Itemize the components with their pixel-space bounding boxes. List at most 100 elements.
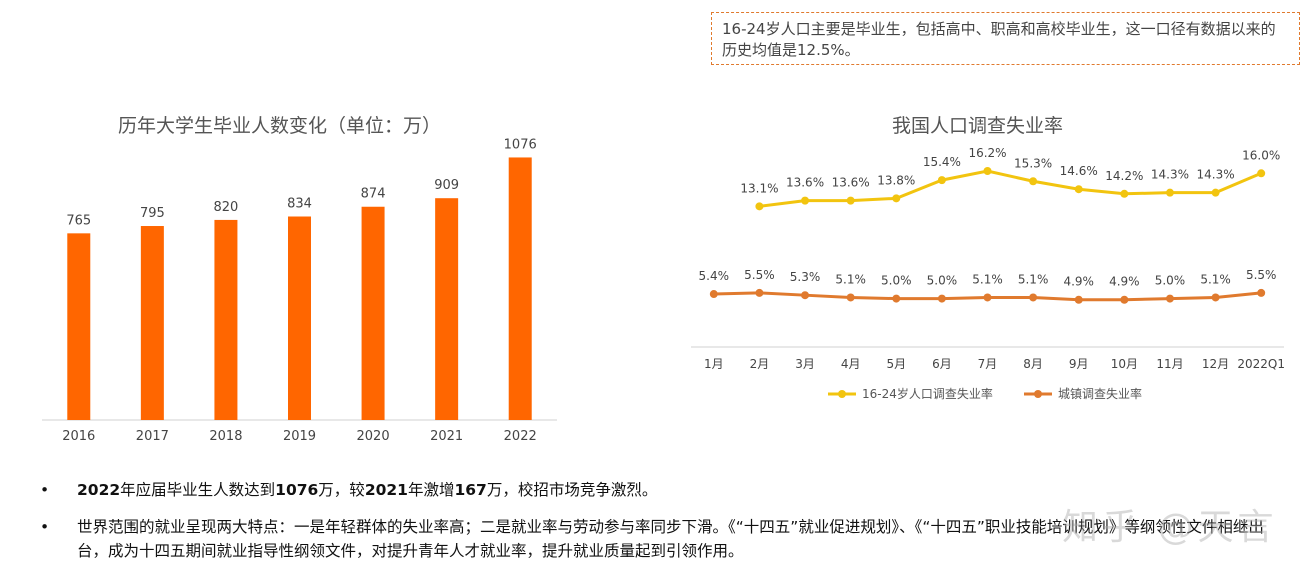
data-point bbox=[892, 194, 901, 203]
note-box: 16-24岁人口主要是毕业生，包括高中、职高和高校毕业生，这一口径有数据以来的历… bbox=[711, 12, 1300, 65]
data-point bbox=[892, 294, 901, 303]
data-point bbox=[1074, 185, 1083, 194]
data-point bbox=[846, 293, 855, 302]
data-point bbox=[983, 293, 992, 302]
data-label: 13.8% bbox=[877, 173, 915, 187]
bullet-dot: • bbox=[40, 518, 50, 536]
data-label: 5.0% bbox=[1155, 274, 1186, 288]
data-point bbox=[1257, 288, 1266, 297]
bullet-fragment: 万，校招市场竞争激烈。 bbox=[486, 481, 658, 499]
data-point bbox=[709, 290, 718, 299]
data-point bbox=[1074, 295, 1083, 304]
legend-label: 16-24岁人口调查失业率 bbox=[862, 386, 993, 401]
bullet-item-1: • 2022年应届毕业生人数达到1076万，较2021年激增167万，校招市场竞… bbox=[40, 478, 1290, 502]
bullet-text: 世界范围的就业呈现两大特点：一是年轻群体的失业率高；二是就业率与劳动参与率同步下… bbox=[77, 518, 1264, 560]
bullet-item-2: • 世界范围的就业呈现两大特点：一是年轻群体的失业率高；二是就业率与劳动参与率同… bbox=[40, 515, 1290, 563]
data-label: 13.6% bbox=[832, 176, 870, 190]
data-label: 5.5% bbox=[1246, 268, 1277, 282]
bar bbox=[435, 198, 459, 420]
watermark: 知乎 @天言 bbox=[1062, 507, 1278, 548]
bullet-fragment: 年激增 bbox=[407, 481, 455, 499]
x-tick-label: 2021 bbox=[430, 429, 463, 444]
x-tick-label: 2019 bbox=[283, 429, 316, 444]
data-label: 5.1% bbox=[972, 272, 1003, 286]
data-label: 4.9% bbox=[1063, 275, 1094, 289]
bar bbox=[288, 216, 311, 420]
bullet-text: 2022年应届毕业生人数达到1076万，较2021年激增167万，校招市场竞争激… bbox=[77, 481, 657, 499]
bar bbox=[361, 206, 385, 420]
line-chart-title: 我国人口调查失业率 bbox=[892, 115, 1064, 137]
data-label: 13.1% bbox=[740, 181, 778, 195]
bar bbox=[508, 157, 532, 420]
x-tick-label: 9月 bbox=[1069, 357, 1089, 371]
series-line bbox=[759, 169, 1262, 208]
data-point bbox=[1211, 293, 1220, 302]
x-tick-label: 2月 bbox=[750, 357, 770, 371]
bar-value-label: 834 bbox=[287, 197, 312, 212]
x-tick-label: 1月 bbox=[704, 357, 724, 371]
x-tick-label: 5月 bbox=[886, 357, 906, 371]
bar-chart-title: 历年大学生毕业人数变化（单位：万） bbox=[118, 115, 442, 137]
bar bbox=[67, 233, 91, 420]
x-tick-label: 2018 bbox=[209, 429, 242, 444]
x-tick-label: 12月 bbox=[1202, 357, 1229, 371]
x-tick-label: 7月 bbox=[978, 357, 998, 371]
data-point bbox=[801, 291, 810, 300]
data-point bbox=[1257, 169, 1266, 178]
data-point bbox=[937, 176, 946, 185]
legend-swatch-marker bbox=[838, 390, 846, 398]
data-point bbox=[755, 288, 764, 297]
bar bbox=[214, 219, 238, 420]
data-point bbox=[1165, 294, 1174, 303]
data-label: 5.1% bbox=[1018, 272, 1049, 286]
bar-value-label: 820 bbox=[214, 200, 239, 215]
data-point bbox=[937, 294, 946, 303]
bullet-emphasis: 1076 bbox=[275, 481, 319, 499]
data-label: 14.6% bbox=[1060, 164, 1098, 178]
legend-swatch-marker bbox=[1034, 390, 1042, 398]
data-label: 5.1% bbox=[835, 272, 866, 286]
bullet-emphasis: 2021 bbox=[364, 481, 408, 499]
data-label: 15.4% bbox=[923, 155, 961, 169]
bar-value-label: 795 bbox=[140, 206, 165, 221]
data-label: 14.2% bbox=[1105, 169, 1143, 183]
data-label: 16.2% bbox=[968, 146, 1006, 160]
bullet-emphasis: 2022 bbox=[77, 481, 121, 499]
x-tick-label: 2016 bbox=[62, 429, 95, 444]
x-tick-label: 10月 bbox=[1111, 357, 1138, 371]
data-label: 5.5% bbox=[744, 268, 775, 282]
bar-value-label: 874 bbox=[361, 187, 386, 202]
data-label: 14.3% bbox=[1197, 168, 1235, 182]
bullet-list: • 2022年应届毕业生人数达到1076万，较2021年激增167万，校招市场竞… bbox=[40, 478, 1290, 576]
bullet-dot: • bbox=[40, 481, 50, 499]
data-label: 5.4% bbox=[699, 269, 730, 283]
x-tick-label: 3月 bbox=[795, 357, 815, 371]
data-point bbox=[1029, 293, 1038, 302]
bullet-fragment: 年应届毕业生人数达到 bbox=[120, 481, 276, 499]
bullet-emphasis: 167 bbox=[454, 481, 487, 499]
bar-value-label: 909 bbox=[434, 178, 459, 193]
data-point bbox=[983, 167, 992, 175]
bar-value-label: 765 bbox=[66, 213, 91, 228]
data-point bbox=[1211, 188, 1220, 197]
x-tick-label: 2020 bbox=[357, 429, 390, 444]
data-label: 15.3% bbox=[1014, 156, 1052, 170]
data-label: 4.9% bbox=[1109, 275, 1140, 289]
data-label: 16.0% bbox=[1242, 148, 1280, 162]
x-tick-label: 2022 bbox=[504, 429, 537, 444]
data-point bbox=[1120, 189, 1129, 198]
legend-label: 城镇调查失业率 bbox=[1058, 386, 1142, 401]
bar bbox=[140, 226, 164, 420]
data-label: 14.3% bbox=[1151, 168, 1189, 182]
data-label: 5.0% bbox=[881, 274, 912, 288]
x-tick-label: 2022Q1 bbox=[1237, 357, 1285, 371]
x-tick-label: 2017 bbox=[136, 429, 169, 444]
data-label: 5.3% bbox=[790, 270, 821, 284]
bullet-fragment: 世界范围的就业呈现两大特点：一是年轻群体的失业率高；二是就业率与劳动参与率同步下… bbox=[77, 518, 1264, 560]
data-point bbox=[755, 202, 764, 211]
note-text: 16-24岁人口主要是毕业生，包括高中、职高和高校毕业生，这一口径有数据以来的历… bbox=[722, 20, 1276, 59]
data-point bbox=[801, 196, 810, 205]
data-label: 5.1% bbox=[1200, 272, 1231, 286]
